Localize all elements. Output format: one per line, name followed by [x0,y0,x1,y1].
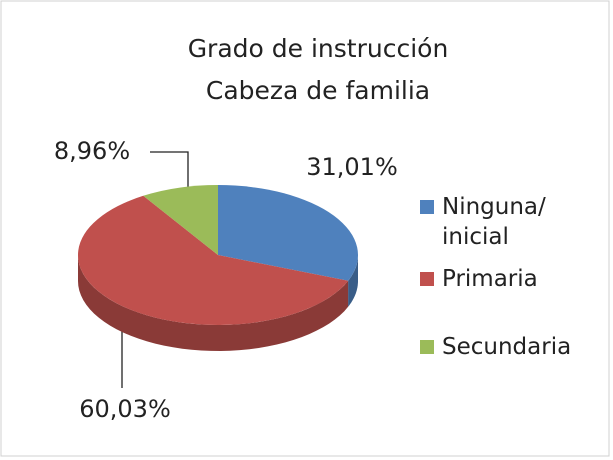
data-label: 60,03% [79,395,171,423]
legend-label: Ninguna/ inicial [442,194,546,250]
slice-side [348,255,358,307]
legend-item: Secundaria [420,332,600,362]
legend-swatch [420,272,434,286]
legend-swatch [420,340,434,354]
legend-label: Primaria [442,266,538,292]
chart-subtitle: Cabeza de familia [206,76,430,105]
chart-title: Grado de instrucción [188,34,449,63]
legend-item: Ninguna/ inicial [420,192,600,252]
legend-label: Secundaria [442,334,572,360]
leader-line [150,151,189,188]
pie-slice [77,195,349,325]
pie-slice [143,185,218,255]
legend-item: Primaria [420,264,600,294]
legend-swatch [420,200,434,214]
slice-side [78,255,349,351]
data-label: 8,96% [54,137,130,165]
pie-slice [218,185,358,281]
data-label: 31,01% [306,153,398,181]
